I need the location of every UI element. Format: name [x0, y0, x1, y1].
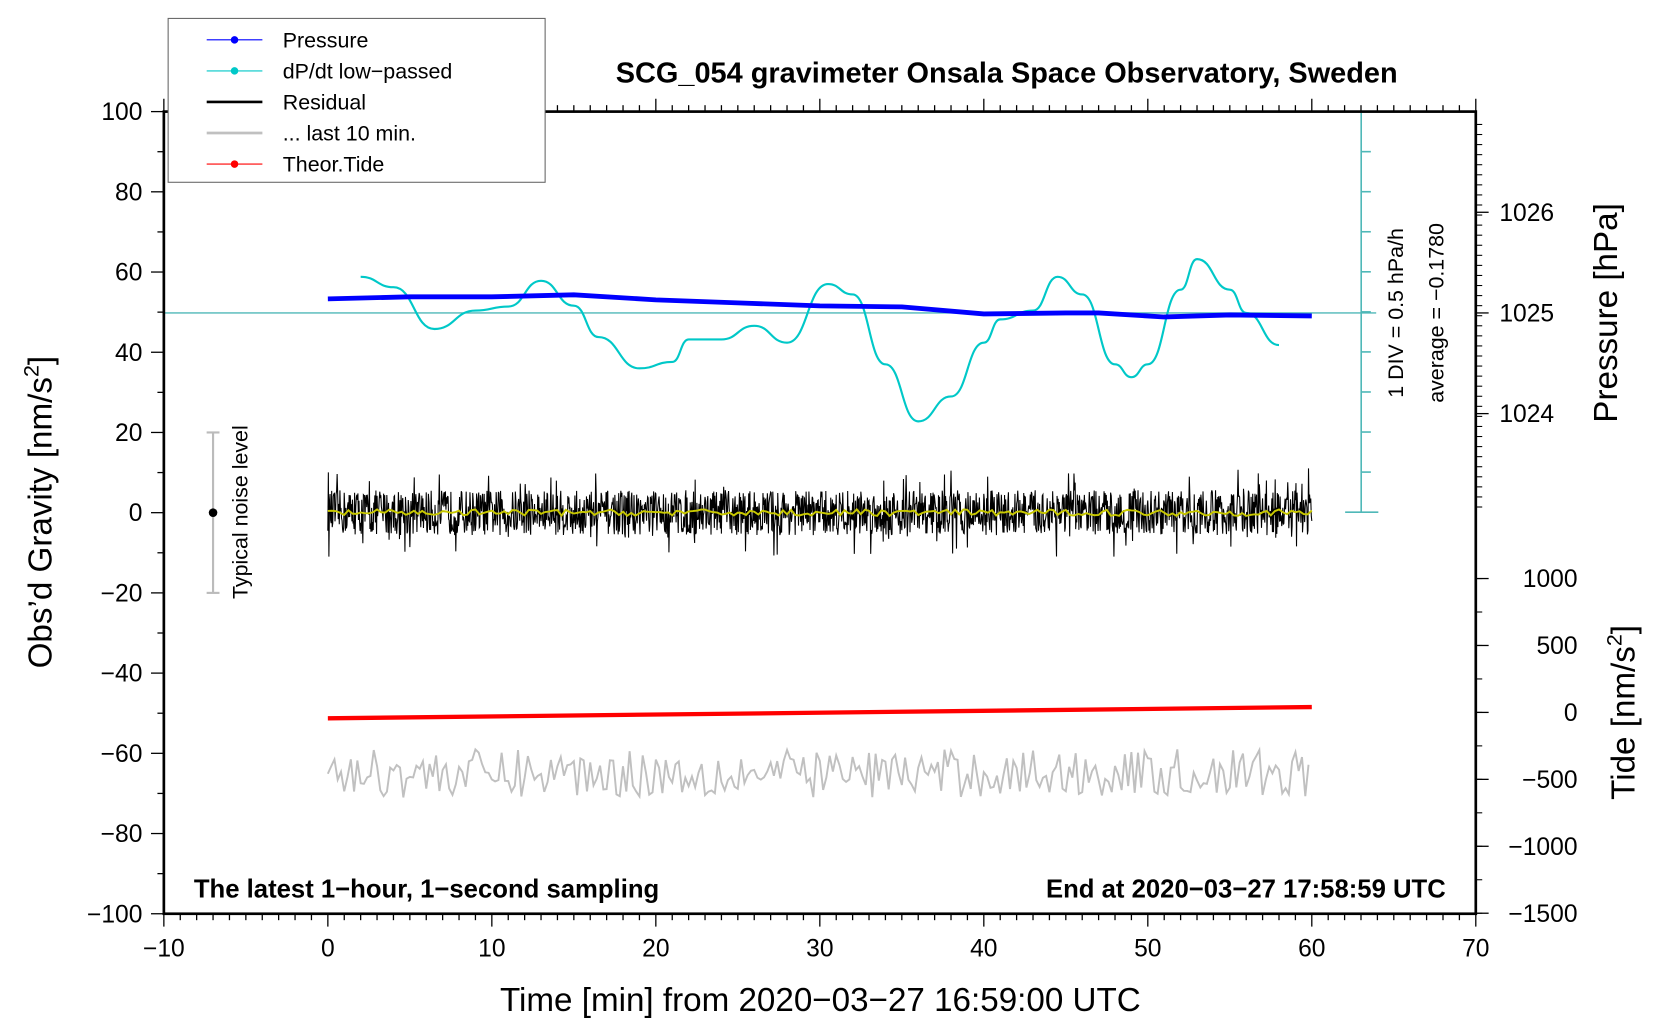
noise-bar-center [208, 508, 218, 517]
y-tick-label: 60 [115, 260, 142, 287]
tide-tick-label: 1000 [1523, 566, 1578, 593]
last-10-min-series [326, 746, 1310, 800]
legend-label: Theor.Tide [283, 153, 385, 177]
y-tick-label: 80 [115, 179, 142, 206]
y-tick-label: −80 [101, 821, 143, 848]
legend-label: Pressure [283, 28, 369, 52]
legend-marker [230, 67, 239, 75]
legend-box [167, 17, 546, 183]
legend-marker [230, 36, 239, 44]
y-tick-label: 0 [129, 500, 143, 527]
legend-marker [230, 160, 239, 168]
pressure-tick-label: 1025 [1499, 301, 1554, 328]
tide-axis-label: Tide [nm/s2] [1602, 625, 1642, 800]
div-label: 1 DIV = 0.5 hPa/h [1384, 228, 1408, 398]
legend-label: dP/dt low−passed [283, 59, 453, 83]
pressure-tick-label: 1026 [1499, 200, 1554, 227]
x-tick-label: 60 [1298, 936, 1325, 963]
x-tick-label: 20 [642, 936, 669, 963]
residual-smoothed-series [327, 508, 1313, 518]
tide-tick-label: −1000 [1508, 834, 1577, 861]
x-axis-label: Time [min] from 2020−03−27 16:59:00 UTC [500, 982, 1141, 1019]
tide-tick-label: −1500 [1508, 901, 1577, 928]
tide-tick-label: 0 [1564, 700, 1578, 727]
legend-label: Residual [283, 90, 366, 114]
pressure-series [327, 292, 1312, 320]
end-time-annotation: End at 2020−03−27 17:58:59 UTC [1046, 876, 1446, 904]
y-tick-label: 40 [115, 340, 142, 367]
legend: Pressure dP/dt low−passed Residual ... last… [167, 17, 546, 183]
y-tick-label: 100 [101, 99, 142, 126]
y-axis-label: Obs’d Gravity [nm/s2] [20, 356, 60, 669]
chart-title: SCG_054 gravimeter Onsala Space Observat… [616, 58, 1398, 90]
sampling-annotation: The latest 1−hour, 1−second sampling [194, 876, 659, 904]
x-tick-label: 40 [970, 936, 997, 963]
tide-tick-label: −500 [1522, 767, 1577, 794]
dpdt-series [360, 258, 1280, 423]
y-tick-label: 20 [115, 420, 142, 447]
y-tick-label: −60 [101, 741, 143, 768]
x-tick-label: 30 [806, 936, 833, 963]
x-tick-label: 0 [321, 936, 335, 963]
x-tick-label: 70 [1462, 936, 1489, 963]
x-tick-label: 50 [1134, 936, 1161, 963]
tide-tick-label: 500 [1536, 633, 1577, 660]
average-label: average = −0.1780 [1425, 223, 1449, 403]
y-tick-label: −20 [101, 580, 143, 607]
pressure-axis-label: Pressure [hPa] [1588, 203, 1625, 423]
y-tick-label: −100 [87, 901, 142, 928]
residual-series [327, 468, 1313, 557]
noise-level-label: Typical noise level [228, 425, 252, 599]
x-tick-label: −10 [143, 936, 185, 963]
y-tick-label: −40 [101, 661, 143, 688]
legend-label: ... last 10 min. [283, 122, 416, 146]
x-tick-label: 10 [478, 936, 505, 963]
tide-series [327, 704, 1312, 721]
pressure-tick-label: 1024 [1499, 401, 1554, 428]
